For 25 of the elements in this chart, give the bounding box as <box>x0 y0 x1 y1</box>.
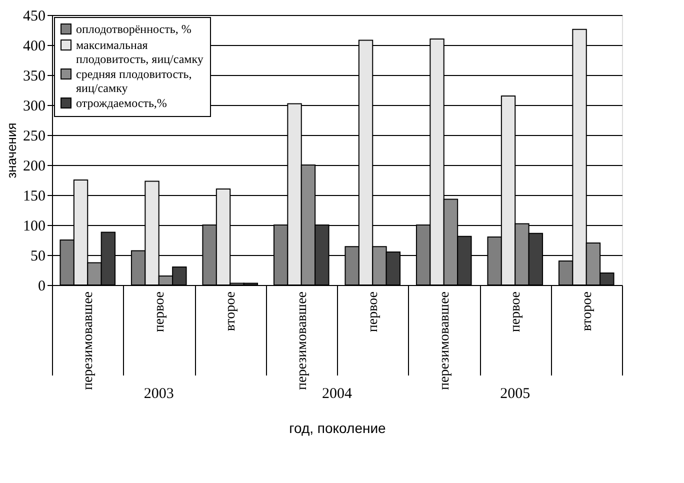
text: 2005 <box>500 386 530 402</box>
legend-label: отрождаемость,% <box>76 96 167 110</box>
x-tick-label: первое <box>152 292 168 332</box>
x-tick-label: перезимовавшее <box>81 292 96 390</box>
x-tick-label: перезимовавшее <box>294 292 310 390</box>
y-tick-label: 0 <box>38 278 46 294</box>
x-tick-label: первое <box>366 292 382 332</box>
text: 2004 <box>322 386 352 402</box>
y-tick-label: 150 <box>23 188 46 204</box>
text: 2003 <box>144 386 174 402</box>
x-tick-label: перезимовавшее <box>437 292 452 390</box>
legend-label: оплодотворённость, % <box>76 22 192 36</box>
y-tick-label: 400 <box>23 38 46 54</box>
y-tick-label: 50 <box>30 248 46 264</box>
y-tick-label: 300 <box>23 98 46 114</box>
y-tick-label: 200 <box>23 158 46 174</box>
y-tick-label: 350 <box>23 68 46 84</box>
x-tick-label: второе <box>580 292 595 332</box>
x-axis-title: год, поколение <box>289 420 386 436</box>
y-tick-label: 100 <box>23 218 46 234</box>
x-tick-label: второе <box>224 292 239 332</box>
x-tick-label: первое <box>508 292 524 332</box>
y-tick-label: 250 <box>23 128 46 144</box>
y-tick-label: 450 <box>23 8 46 24</box>
y-axis-title: значения <box>4 122 19 178</box>
